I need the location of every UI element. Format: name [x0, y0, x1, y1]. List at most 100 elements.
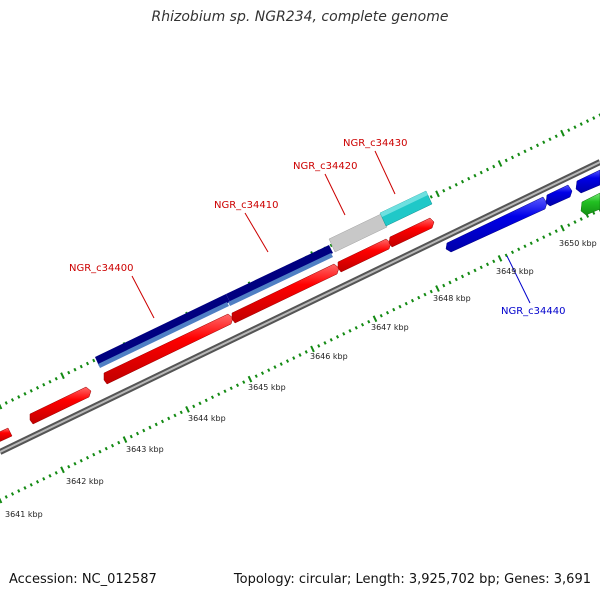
- minor-tick: [23, 392, 27, 396]
- minor-tick: [454, 277, 458, 282]
- minor-tick: [360, 322, 365, 327]
- ruler-label: 3641 kbp: [5, 510, 43, 519]
- major-tick: [497, 254, 503, 262]
- major-tick: [435, 285, 440, 292]
- label-c34440[interactable]: NGR_c34440: [501, 306, 566, 317]
- reverse-strand-genes: [445, 169, 600, 253]
- minor-tick: [529, 241, 533, 246]
- minor-tick: [454, 182, 458, 187]
- minor-tick: [79, 458, 83, 463]
- minor-tick: [204, 398, 208, 403]
- ruler-label: 3642 kbp: [66, 477, 104, 486]
- minor-tick: [479, 170, 483, 175]
- minor-tick: [98, 449, 102, 454]
- gene-green-edge[interactable]: [580, 192, 600, 216]
- gene-selected-c34410[interactable]: [226, 245, 333, 302]
- label-c34430[interactable]: NGR_c34430: [343, 138, 408, 149]
- minor-tick: [73, 461, 77, 466]
- leader-c34410: [244, 212, 269, 253]
- minor-tick: [573, 125, 577, 129]
- gene-selected-c34400[interactable]: [95, 294, 230, 366]
- minor-tick: [217, 392, 221, 397]
- minor-tick: [67, 464, 71, 469]
- minor-tick: [35, 480, 40, 484]
- minor-tick: [229, 386, 233, 391]
- minor-tick: [429, 195, 433, 199]
- minor-tick: [554, 229, 558, 233]
- minor-tick: [442, 188, 446, 193]
- minor-tick: [154, 422, 158, 427]
- minor-tick: [85, 455, 90, 460]
- ruler-label: 3643 kbp: [126, 445, 164, 454]
- inner-tick-track: [0, 208, 600, 504]
- gene-forward-c34430[interactable]: [388, 217, 435, 248]
- minor-tick: [585, 214, 590, 218]
- minor-tick: [110, 443, 115, 448]
- minor-tick: [492, 259, 496, 264]
- minor-tick: [485, 262, 490, 267]
- major-tick: [185, 405, 190, 413]
- minor-tick: [579, 217, 583, 221]
- gene-cyan-c34430-top: [380, 191, 428, 217]
- minor-tick: [548, 137, 552, 142]
- gene-forward-c33380[interactable]: [29, 386, 92, 425]
- major-tick: [372, 315, 378, 323]
- selected-genes: [95, 190, 433, 368]
- minor-tick: [417, 295, 421, 300]
- minor-tick: [148, 425, 152, 430]
- minor-tick: [35, 386, 40, 390]
- minor-tick: [579, 122, 583, 126]
- minor-tick: [517, 152, 521, 157]
- minor-tick: [42, 477, 46, 481]
- gene-selected-c34400-inner: [98, 302, 229, 368]
- minor-tick: [29, 483, 33, 487]
- minor-tick: [17, 489, 21, 493]
- minor-tick: [585, 119, 590, 123]
- gene-forward-partial-left[interactable]: [0, 427, 13, 442]
- minor-tick: [292, 356, 296, 360]
- gene-forward-c34420[interactable]: [337, 238, 392, 273]
- major-tick: [60, 466, 65, 474]
- genome-title: Rhizobium sp. NGR234, complete genome: [151, 9, 449, 25]
- gene-reverse-next[interactable]: [545, 184, 573, 207]
- major-tick: [0, 403, 3, 410]
- minor-tick: [279, 362, 283, 366]
- label-c34420[interactable]: NGR_c34420: [293, 161, 358, 172]
- minor-tick: [198, 401, 202, 406]
- minor-tick: [410, 298, 415, 303]
- minor-tick: [48, 474, 52, 478]
- gene-reverse-c34440[interactable]: [445, 196, 548, 253]
- ruler-label: 3644 kbp: [188, 414, 226, 423]
- minor-tick: [267, 368, 271, 372]
- minor-tick: [92, 452, 96, 457]
- major-tick: [497, 160, 503, 167]
- minor-tick: [223, 389, 227, 394]
- minor-tick: [567, 223, 571, 227]
- minor-tick: [235, 383, 240, 388]
- ruler-label: 3650 kbp: [559, 239, 597, 248]
- gene-reverse-edge[interactable]: [575, 169, 600, 194]
- major-tick: [560, 129, 565, 137]
- label-c34400[interactable]: NGR_c34400: [69, 263, 134, 274]
- minor-tick: [85, 361, 90, 366]
- minor-tick: [242, 380, 246, 384]
- minor-tick: [542, 140, 546, 145]
- minor-tick: [73, 367, 77, 372]
- minor-tick: [179, 410, 183, 415]
- minor-tick: [592, 211, 596, 215]
- gene-grey-c34420[interactable]: [328, 213, 388, 253]
- minor-tick: [4, 495, 8, 499]
- label-c34410[interactable]: NGR_c34410: [214, 200, 279, 211]
- major-tick: [310, 345, 315, 353]
- minor-tick: [379, 313, 383, 318]
- gene-forward-c34400[interactable]: [103, 313, 234, 385]
- minor-tick: [142, 428, 146, 433]
- major-tick: [560, 224, 565, 232]
- minor-tick: [567, 128, 571, 132]
- gene-cyan-c34430[interactable]: [379, 190, 433, 227]
- ruler-label: 3649 kbp: [496, 267, 534, 276]
- minor-tick: [42, 382, 46, 387]
- gene-forward-c34410[interactable]: [231, 263, 340, 324]
- minor-tick: [423, 292, 427, 297]
